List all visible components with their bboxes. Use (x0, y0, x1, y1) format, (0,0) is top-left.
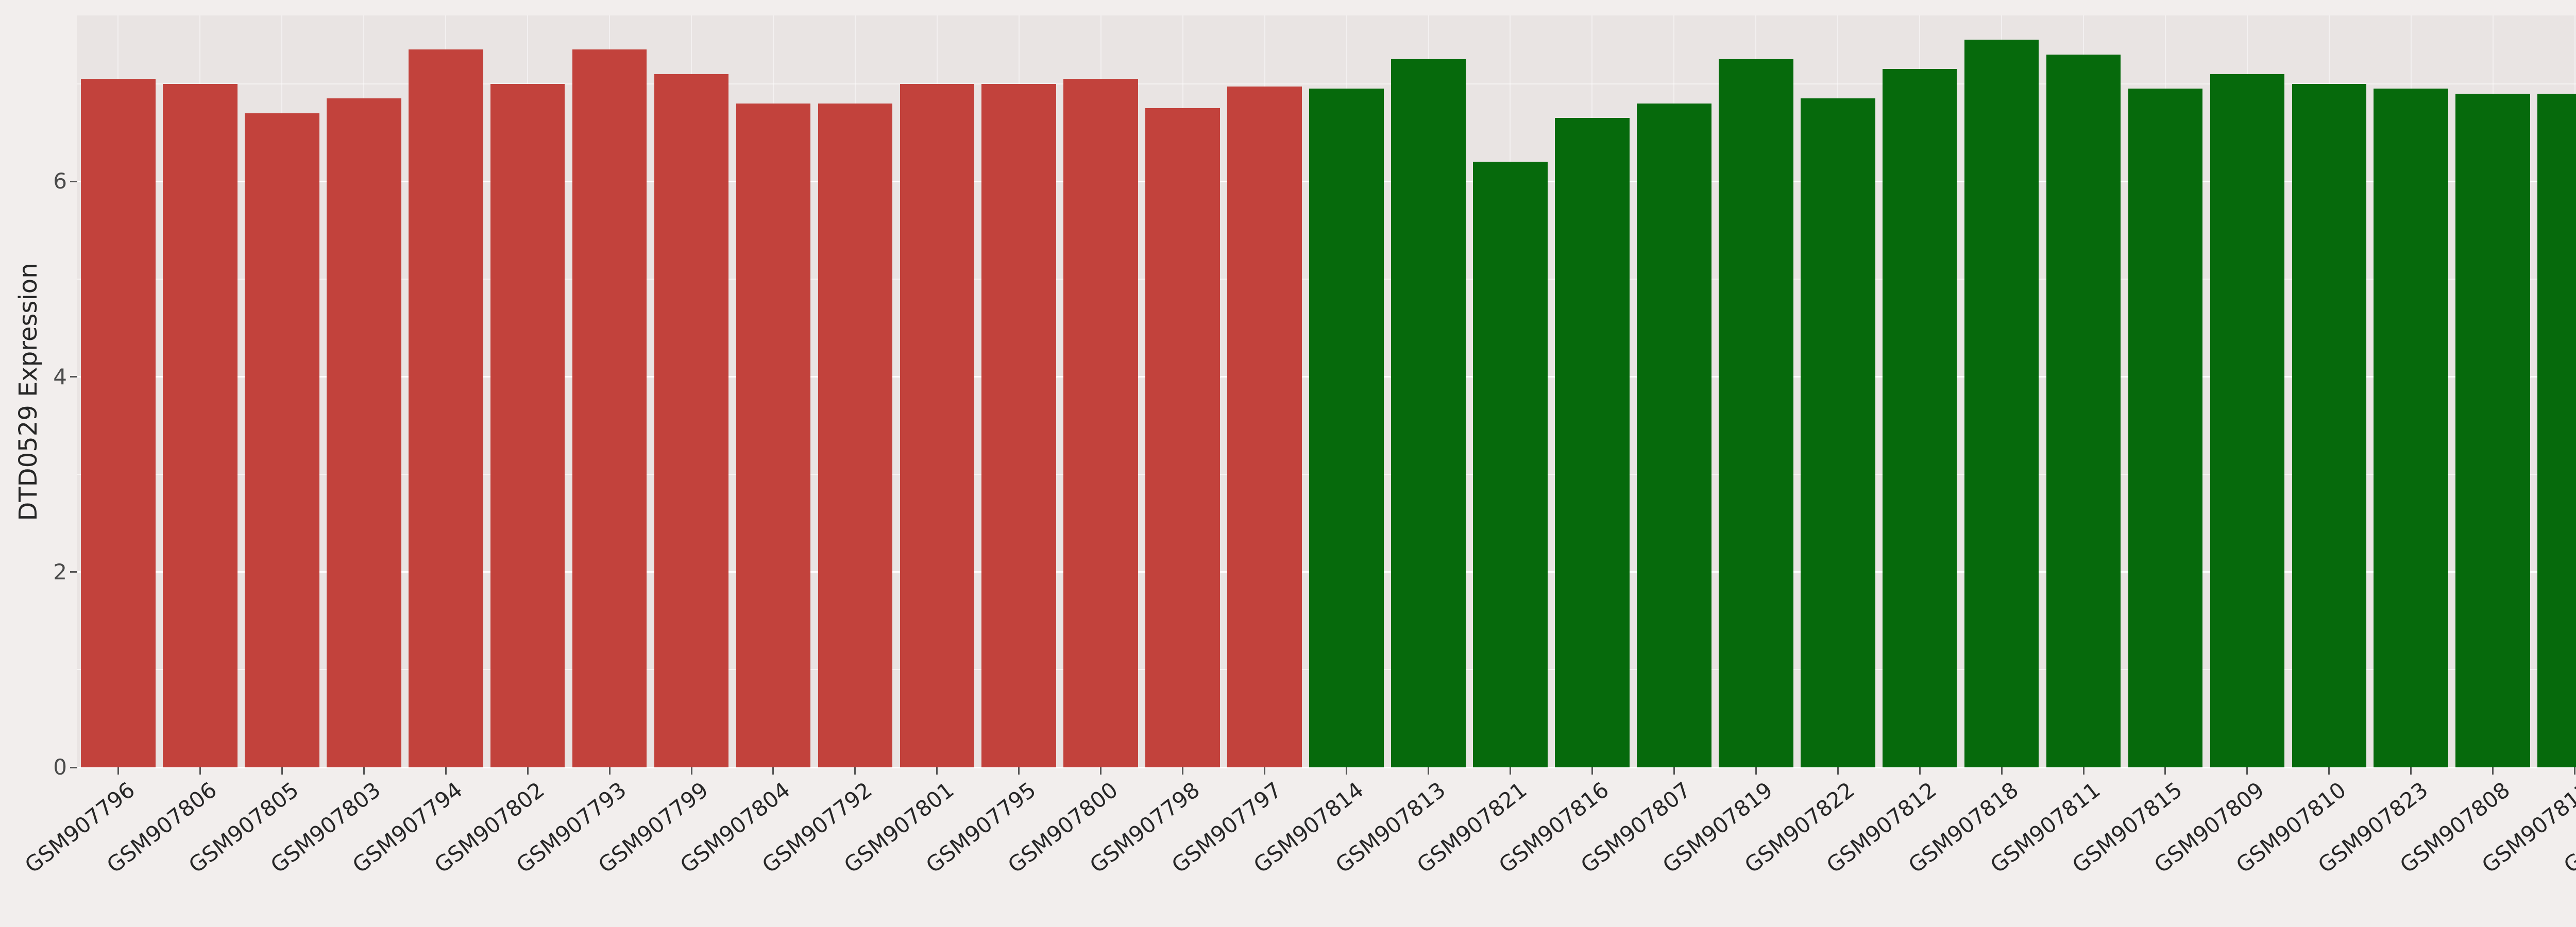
gridline-minor (77, 83, 2576, 84)
bar-GSM907802 (490, 83, 565, 767)
bar-GSM907819 (1718, 59, 1793, 767)
x-tick-mark (1182, 767, 1184, 775)
x-tick-mark (1428, 767, 1429, 775)
x-tick-mark (527, 767, 529, 775)
x-tick-mark (854, 767, 856, 775)
bar-GSM907792 (818, 103, 893, 767)
y-tick-mark (70, 180, 77, 182)
bar-GSM907822 (1800, 98, 1875, 767)
bar-GSM907817 (2537, 93, 2576, 767)
x-tick-mark (2328, 767, 2330, 775)
bar-GSM907797 (1227, 87, 1302, 767)
x-tick-mark (772, 767, 774, 775)
bar-GSM907823 (2374, 89, 2449, 767)
gridline-major (77, 766, 2576, 768)
bar-GSM907804 (736, 103, 811, 767)
bar-GSM907809 (2210, 74, 2285, 767)
x-tick-mark (2574, 767, 2576, 775)
x-tick-mark (1509, 767, 1511, 775)
bar-GSM907805 (245, 113, 319, 767)
x-tick-mark (445, 767, 447, 775)
x-tick-mark (1264, 767, 1266, 775)
bar-GSM907821 (1473, 162, 1548, 767)
x-tick-mark (1018, 767, 1020, 775)
x-tick-mark (1919, 767, 1921, 775)
bar-GSM907807 (1637, 103, 1711, 767)
bar-GSM907814 (1309, 89, 1384, 767)
x-tick-mark (1755, 767, 1757, 775)
x-tick-mark (1673, 767, 1675, 775)
x-tick-mark (199, 767, 201, 775)
x-tick-mark (117, 767, 119, 775)
plot-panel (77, 15, 2576, 768)
bar-GSM907801 (900, 83, 975, 767)
bar-GSM907808 (2455, 93, 2531, 767)
x-tick-mark (936, 767, 938, 775)
bar-GSM907811 (2046, 54, 2121, 767)
bar-GSM907799 (654, 74, 729, 767)
x-tick-mark (2410, 767, 2412, 775)
bar-GSM907793 (572, 49, 647, 767)
bar-GSM907810 (2292, 83, 2367, 767)
y-tick-label: 2 (53, 559, 67, 585)
x-tick-mark (2164, 767, 2166, 775)
x-tick-mark (363, 767, 365, 775)
x-tick-mark (2082, 767, 2084, 775)
x-tick-mark (2001, 767, 2003, 775)
bar-GSM907813 (1391, 59, 1466, 767)
x-tick-mark (690, 767, 692, 775)
bar-GSM907816 (1555, 118, 1630, 767)
x-tick-mark (1837, 767, 1839, 775)
x-tick-mark (2492, 767, 2494, 775)
bar-GSM907796 (81, 79, 156, 767)
bar-GSM907795 (981, 83, 1057, 767)
bar-GSM907800 (1063, 79, 1139, 767)
y-tick-label: 6 (53, 168, 67, 194)
bar-GSM907818 (1964, 40, 2039, 767)
bar-GSM907815 (2128, 89, 2203, 767)
bar-GSM907812 (1882, 69, 1957, 767)
x-tick-mark (1591, 767, 1593, 775)
bar-GSM907803 (326, 98, 401, 767)
bar-GSM907806 (163, 83, 238, 767)
bar-GSM907798 (1145, 108, 1220, 767)
y-tick-label: 0 (53, 754, 67, 780)
bar-GSM907794 (408, 49, 483, 767)
y-tick-mark (70, 571, 77, 573)
y-tick-mark (70, 766, 77, 768)
y-tick-mark (70, 376, 77, 378)
x-tick-mark (1100, 767, 1102, 775)
x-tick-mark (1346, 767, 1348, 775)
y-tick-label: 4 (53, 364, 67, 389)
x-tick-mark (2246, 767, 2248, 775)
x-tick-mark (608, 767, 611, 775)
x-tick-mark (281, 767, 283, 775)
